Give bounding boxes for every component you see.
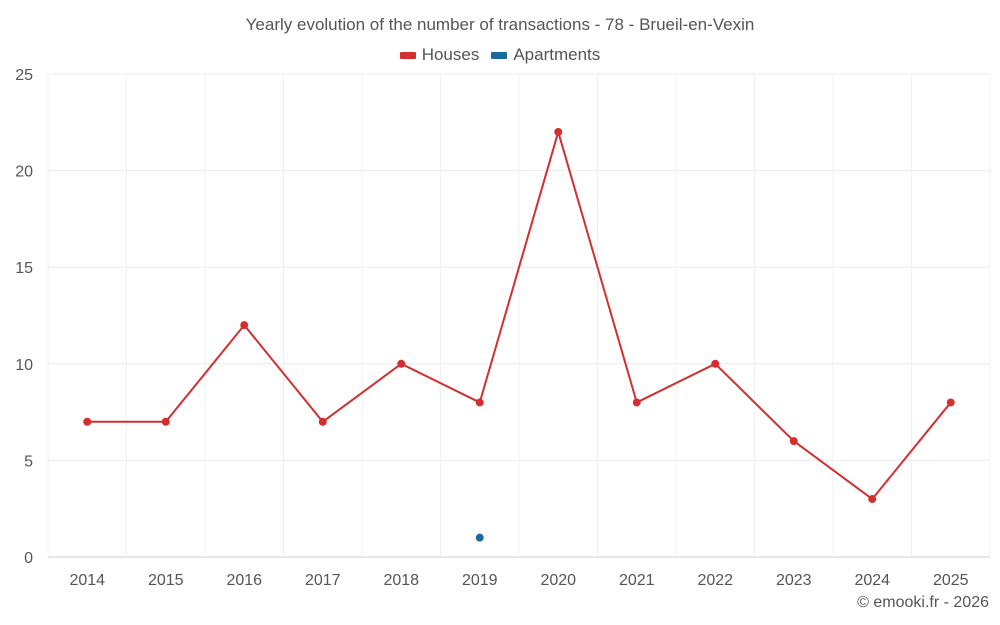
data-point-houses-2014 xyxy=(83,417,92,426)
x-tick-label: 2022 xyxy=(697,572,733,589)
legend-label-apartments: Apartments xyxy=(513,45,601,64)
legend-swatch-apartments xyxy=(491,51,508,59)
data-point-houses-2020 xyxy=(554,127,563,136)
data-point-houses-2019 xyxy=(475,398,484,407)
x-tick-label: 2019 xyxy=(462,572,498,589)
y-tick-label: 15 xyxy=(15,260,33,277)
data-point-houses-2023 xyxy=(789,437,798,446)
y-tick-label: 5 xyxy=(24,453,33,470)
x-tick-label: 2025 xyxy=(933,572,969,589)
x-tick-label: 2024 xyxy=(854,572,890,589)
copyright-credit: © emooki.fr - 2026 xyxy=(857,594,989,611)
data-point-houses-2021 xyxy=(632,398,641,407)
legend-swatch-houses xyxy=(399,51,416,59)
y-tick-label: 0 xyxy=(24,550,33,567)
x-tick-label: 2021 xyxy=(619,572,655,589)
data-point-apartments-2019 xyxy=(475,533,484,542)
x-tick-label: 2014 xyxy=(69,572,105,589)
x-tick-label: 2020 xyxy=(540,572,576,589)
series-line-houses xyxy=(87,130,952,501)
data-point-houses-2017 xyxy=(318,417,327,426)
data-point-houses-2018 xyxy=(397,359,406,368)
data-point-houses-2016 xyxy=(240,321,249,330)
legend: Houses Apartments xyxy=(0,45,1000,65)
legend-item-houses[interactable]: Houses xyxy=(399,45,480,65)
y-tick-label: 10 xyxy=(15,357,33,374)
legend-item-apartments[interactable]: Apartments xyxy=(491,45,600,65)
y-tick-label: 25 xyxy=(15,67,33,84)
chart-title: Yearly evolution of the number of transa… xyxy=(245,15,755,34)
data-point-houses-2022 xyxy=(711,359,720,368)
x-tick-label: 2023 xyxy=(776,572,812,589)
data-point-houses-2025 xyxy=(946,398,955,407)
data-point-houses-2015 xyxy=(161,417,170,426)
x-tick-label: 2017 xyxy=(305,572,341,589)
data-point-houses-2024 xyxy=(868,495,877,504)
x-tick-label: 2018 xyxy=(383,572,419,589)
x-tick-label: 2015 xyxy=(148,572,184,589)
y-tick-label: 20 xyxy=(15,164,33,181)
x-tick-label: 2016 xyxy=(226,572,262,589)
legend-label-houses: Houses xyxy=(421,45,480,64)
